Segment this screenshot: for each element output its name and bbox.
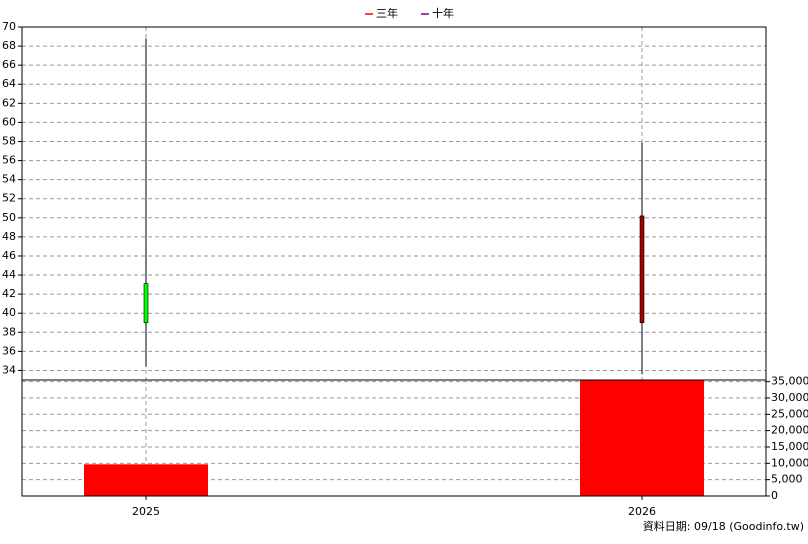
y-tick-label: 50 (2, 211, 16, 224)
y-tick-label: 44 (2, 268, 16, 281)
bar (580, 380, 704, 496)
legend-label: 十年 (432, 6, 454, 20)
y-tick-label: 58 (2, 134, 16, 147)
y-tick-label: 52 (2, 192, 16, 205)
y-tick-label: 40 (2, 306, 16, 319)
y-tick-label: 66 (2, 58, 16, 71)
y-tick-label: 60 (2, 115, 16, 128)
y-tick-label: 34 (2, 363, 16, 376)
y-tick-label: 48 (2, 230, 16, 243)
y2-tick-label: 20,000 (771, 424, 808, 437)
y2-tick-label: 25,000 (771, 407, 808, 420)
y-tick-label: 70 (2, 20, 16, 33)
y-tick-label: 62 (2, 96, 16, 109)
y-tick-label: 64 (2, 77, 16, 90)
y2-tick-label: 0 (771, 489, 778, 502)
y2-tick-label: 35,000 (771, 375, 808, 388)
y-tick-label: 38 (2, 325, 16, 338)
y-tick-label: 56 (2, 154, 16, 167)
footer: 資料日期: 09/18 (Goodinfo.tw) (643, 519, 804, 533)
candle-body (639, 215, 645, 324)
y-tick-label: 36 (2, 344, 16, 357)
x-tick-label: 2026 (628, 505, 656, 518)
plot-frame (21, 379, 767, 497)
bar (84, 464, 208, 496)
candle-body (143, 283, 149, 324)
y-tick-label: 46 (2, 249, 16, 262)
y-tick-label: 68 (2, 39, 16, 52)
y-tick-label: 54 (2, 173, 16, 186)
y2-tick-label: 10,000 (771, 456, 808, 469)
y-tick-label: 42 (2, 287, 16, 300)
y2-tick-label: 30,000 (771, 391, 808, 404)
y2-tick-label: 5,000 (771, 473, 803, 486)
x-tick-label: 2025 (132, 505, 160, 518)
y2-tick-label: 15,000 (771, 440, 808, 453)
legend-label: 三年 (376, 6, 398, 20)
